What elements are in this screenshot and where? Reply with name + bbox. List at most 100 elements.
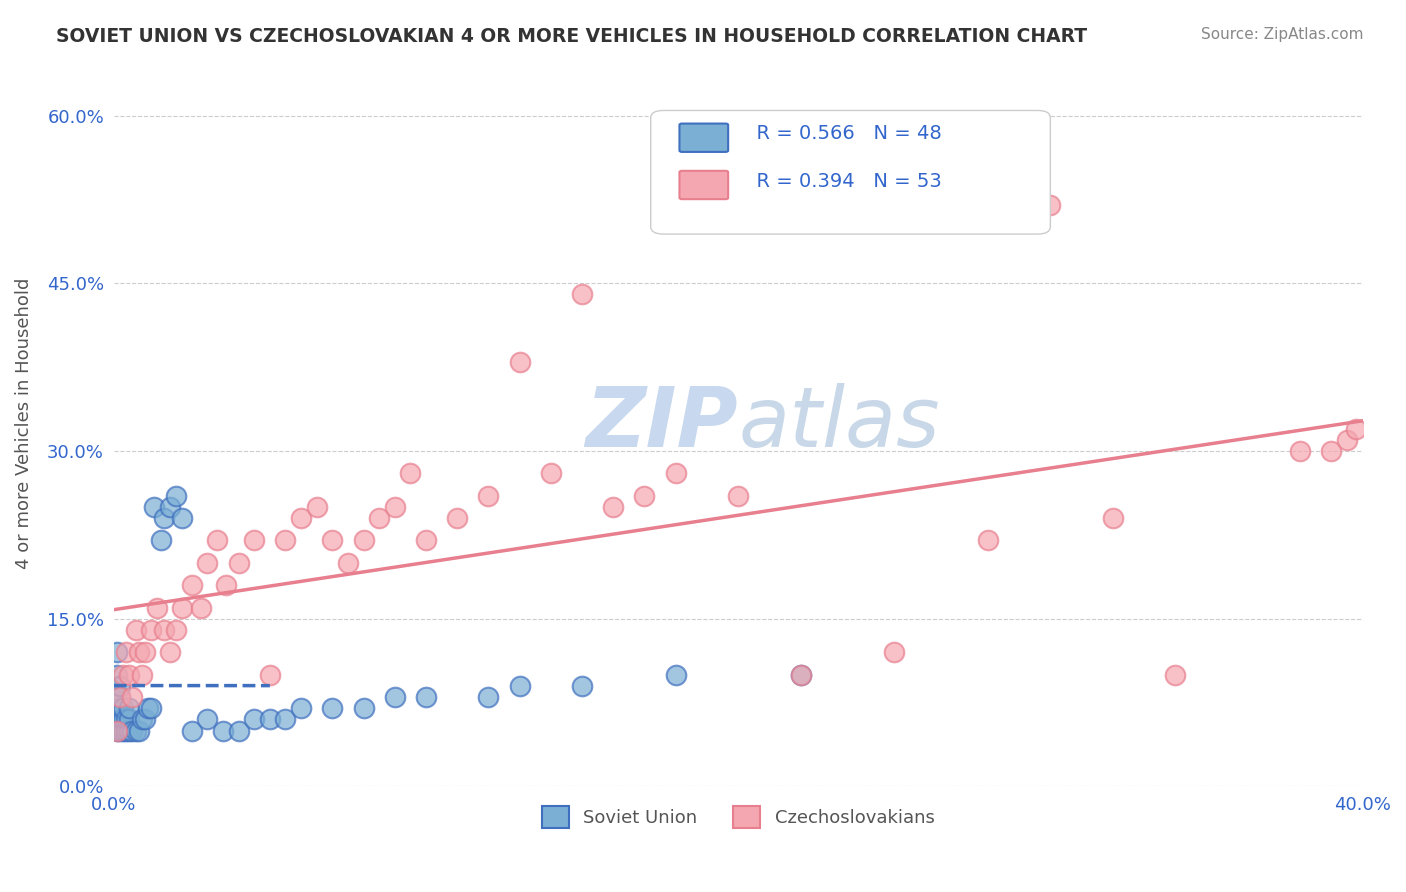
Point	[384, 690, 406, 704]
FancyBboxPatch shape	[651, 111, 1050, 234]
Point	[321, 533, 343, 548]
Point	[212, 723, 235, 738]
Point	[136, 701, 159, 715]
Point	[149, 533, 172, 548]
Point	[108, 690, 131, 704]
Point	[1289, 444, 1312, 458]
Point	[131, 712, 153, 726]
Point	[259, 712, 281, 726]
Point	[1336, 433, 1358, 447]
Point	[118, 701, 141, 715]
Point	[540, 467, 562, 481]
Point	[159, 500, 181, 514]
Point	[353, 701, 375, 715]
Y-axis label: 4 or more Vehicles in Household: 4 or more Vehicles in Household	[15, 277, 32, 569]
Point	[152, 623, 174, 637]
Point	[134, 645, 156, 659]
Point	[399, 467, 422, 481]
Point	[121, 723, 143, 738]
Text: R = 0.394   N = 53: R = 0.394 N = 53	[744, 172, 942, 191]
Point	[228, 556, 250, 570]
Point	[1320, 444, 1343, 458]
Point	[509, 679, 531, 693]
Point	[789, 667, 811, 681]
Point	[180, 723, 202, 738]
Point	[121, 690, 143, 704]
Point	[368, 511, 391, 525]
Text: R = 0.566   N = 48: R = 0.566 N = 48	[744, 124, 942, 144]
Point	[509, 354, 531, 368]
Point	[112, 723, 135, 738]
Point	[108, 679, 131, 693]
Point	[115, 712, 138, 726]
Point	[415, 533, 437, 548]
Point	[290, 701, 312, 715]
Point	[197, 712, 219, 726]
FancyBboxPatch shape	[679, 124, 728, 152]
Text: SOVIET UNION VS CZECHOSLOVAKIAN 4 OR MORE VEHICLES IN HOUSEHOLD CORRELATION CHAR: SOVIET UNION VS CZECHOSLOVAKIAN 4 OR MOR…	[56, 27, 1087, 45]
Text: Source: ZipAtlas.com: Source: ZipAtlas.com	[1201, 27, 1364, 42]
Point	[215, 578, 238, 592]
Point	[143, 500, 166, 514]
Point	[274, 712, 297, 726]
Point	[477, 489, 499, 503]
Point	[105, 645, 128, 659]
Point	[727, 489, 749, 503]
Point	[197, 556, 219, 570]
Point	[415, 690, 437, 704]
Point	[118, 667, 141, 681]
Point	[243, 712, 266, 726]
Point	[118, 723, 141, 738]
Point	[112, 712, 135, 726]
Point	[118, 712, 141, 726]
Point	[336, 556, 359, 570]
Point	[141, 701, 163, 715]
Point	[633, 489, 655, 503]
Point	[1101, 511, 1123, 525]
Point	[105, 701, 128, 715]
Point	[141, 623, 163, 637]
Point	[228, 723, 250, 738]
Point	[602, 500, 624, 514]
Point	[124, 723, 146, 738]
Point	[105, 690, 128, 704]
Point	[1346, 422, 1368, 436]
Legend: Soviet Union, Czechoslovakians: Soviet Union, Czechoslovakians	[534, 799, 942, 836]
Point	[290, 511, 312, 525]
Point	[108, 701, 131, 715]
Point	[115, 723, 138, 738]
Point	[108, 712, 131, 726]
Point	[165, 489, 187, 503]
Point	[384, 500, 406, 514]
Point	[128, 723, 150, 738]
Point	[124, 623, 146, 637]
Point	[305, 500, 328, 514]
Point	[112, 667, 135, 681]
Text: atlas: atlas	[738, 383, 939, 464]
Point	[665, 467, 688, 481]
Point	[789, 667, 811, 681]
Point	[665, 667, 688, 681]
Point	[172, 600, 194, 615]
Point	[477, 690, 499, 704]
Point	[1164, 667, 1187, 681]
Point	[108, 723, 131, 738]
Point	[152, 511, 174, 525]
Point	[571, 287, 593, 301]
FancyBboxPatch shape	[679, 170, 728, 199]
Point	[883, 645, 905, 659]
Point	[274, 533, 297, 548]
Point	[131, 667, 153, 681]
Point	[1039, 198, 1062, 212]
Point	[321, 701, 343, 715]
Point	[446, 511, 468, 525]
Point	[172, 511, 194, 525]
Point	[105, 723, 128, 738]
Point	[159, 645, 181, 659]
Point	[128, 645, 150, 659]
Point	[105, 667, 128, 681]
Point	[112, 701, 135, 715]
Point	[105, 723, 128, 738]
Point	[165, 623, 187, 637]
Point	[180, 578, 202, 592]
